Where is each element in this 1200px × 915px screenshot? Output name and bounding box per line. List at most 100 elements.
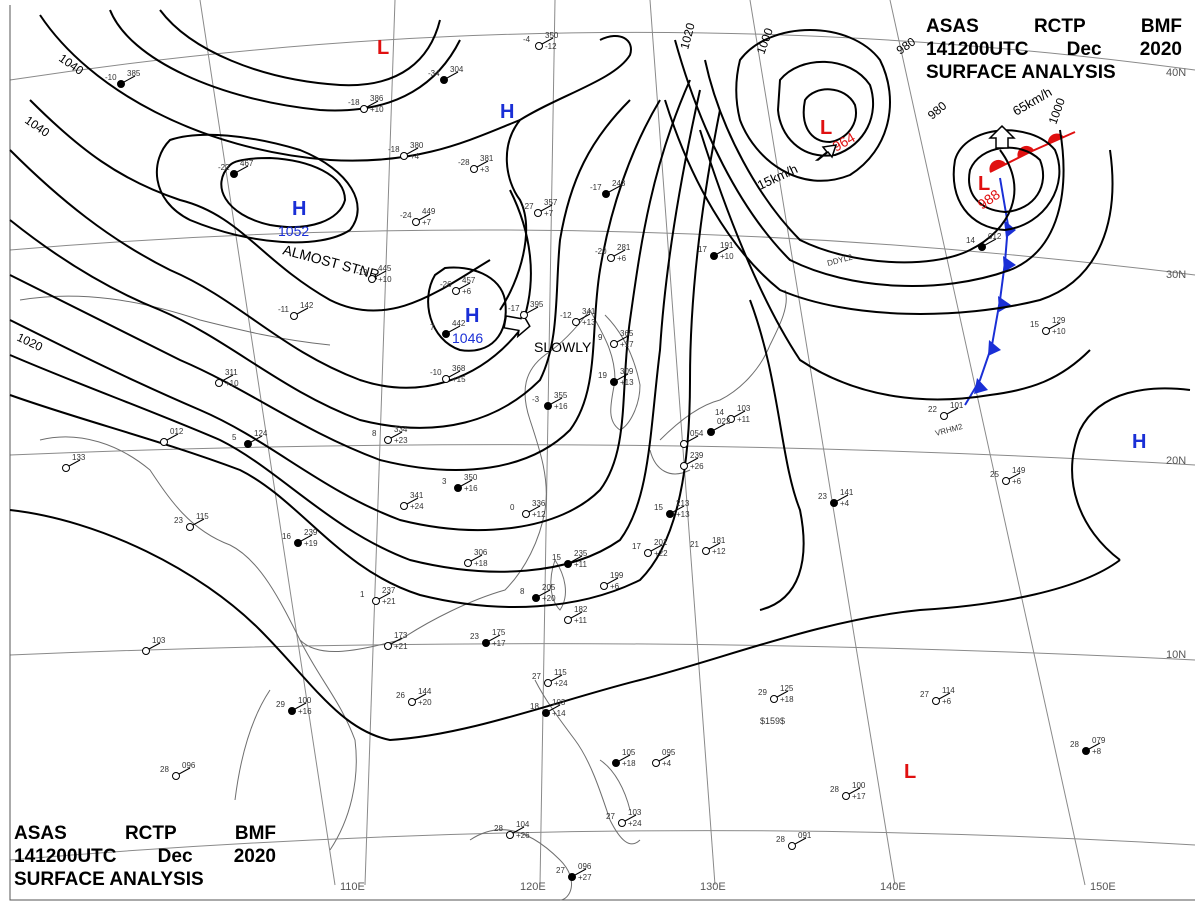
station-pressure: 365	[620, 329, 634, 338]
wind-barb	[848, 787, 861, 795]
station-pressure: 467	[240, 159, 254, 168]
station-plot: -18 386 +10	[348, 94, 384, 114]
parallel-line	[9, 444, 1196, 466]
isobar	[9, 149, 532, 389]
isobar	[802, 88, 857, 144]
isobar	[9, 99, 631, 429]
wind-barb	[476, 160, 489, 168]
station-pressure: 341	[582, 307, 596, 316]
isobar	[749, 299, 805, 611]
station-cloud-icon	[117, 80, 125, 88]
station-temperature: -10	[430, 368, 442, 377]
station-cloud-icon	[372, 597, 380, 605]
station-pressure: 381	[480, 154, 494, 163]
wind-barb	[192, 518, 205, 526]
station-plot: 19 309 +13	[598, 367, 634, 387]
station-cloud-icon	[522, 510, 530, 518]
station-plot: 27 114 +6	[920, 686, 955, 706]
station-pressure-tendency: +18	[780, 695, 794, 704]
lon-label: 150E	[1090, 881, 1116, 893]
station-temperature: 1	[360, 590, 365, 599]
station-temperature: -27	[522, 202, 534, 211]
wind-barb	[414, 693, 427, 701]
station-temperature: -11	[278, 305, 290, 314]
wind-barb	[68, 459, 81, 467]
station-temperature: 28	[776, 835, 785, 844]
wind-barb	[938, 692, 951, 700]
station-plot: 1 237 +21	[360, 586, 396, 606]
station-temperature: -4	[523, 35, 531, 44]
station-pressure: 012	[988, 232, 1002, 241]
station-pressure: 124	[254, 429, 268, 438]
wind-barb	[836, 494, 849, 502]
wind-barb	[406, 497, 419, 505]
station-plot: -26 457 +6	[440, 276, 476, 296]
graticule	[9, 0, 1196, 901]
station-temperature: -26	[440, 280, 452, 289]
station-pressure: 105	[622, 748, 636, 757]
header-row: ASAS RCTP BMF	[14, 822, 276, 845]
motion-arrow	[814, 144, 838, 161]
station-pressure: 100	[298, 696, 312, 705]
station-temperature: -34	[428, 69, 440, 78]
wind-barb	[624, 814, 637, 822]
station-plot: 17 201 +22	[632, 538, 668, 558]
station-cloud-icon	[770, 695, 778, 703]
station-pressure-tendency: +15	[452, 375, 466, 384]
wind-barb	[526, 306, 539, 314]
station-pressure-tendency: -12	[545, 42, 557, 51]
station-pressure-tendency: +26	[516, 831, 530, 840]
station-cloud-icon	[842, 792, 850, 800]
wind-barb	[713, 423, 726, 431]
lat-label: 10N	[1166, 649, 1186, 661]
station-pressure-tendency: +21	[394, 642, 408, 651]
station-pressure-tendency: +21	[382, 597, 396, 606]
station-cloud-icon	[442, 375, 450, 383]
lon-label: 110E	[340, 881, 365, 893]
station-cloud-icon	[142, 647, 150, 655]
station-pressure: 091	[798, 831, 812, 840]
station-plot: 14 012	[966, 232, 1002, 251]
station-cloud-icon	[602, 190, 610, 198]
station-plot: 28 079 +8	[1070, 736, 1106, 756]
station-pressure: 386	[370, 94, 384, 103]
station-cloud-icon	[618, 819, 626, 827]
station-plot: 5 124	[232, 429, 268, 448]
wind-barb	[540, 204, 553, 212]
parallel-line	[9, 31, 1196, 81]
coastline-china	[39, 309, 591, 652]
wind-barb	[221, 374, 234, 382]
station-cloud-icon	[702, 547, 710, 555]
station-pressure: 311	[225, 368, 238, 377]
wind-barb	[1008, 472, 1021, 480]
station-temperature: -28	[458, 158, 470, 167]
wind-barb	[541, 37, 554, 45]
station-temperature: -22	[218, 163, 230, 172]
wind-barb	[488, 634, 501, 642]
station-pressure: 114	[942, 686, 955, 695]
station-cloud-icon	[440, 76, 448, 84]
station-pressure: 304	[450, 65, 464, 74]
station-temperature: 19	[598, 371, 607, 380]
isobar	[735, 29, 891, 182]
station-pressure-tendency: +7	[422, 218, 432, 227]
misc-labels: $159$	[760, 716, 785, 726]
station-pressure: 096	[182, 761, 196, 770]
isobar	[109, 9, 461, 112]
station-cloud-icon	[544, 402, 552, 410]
wind-barb	[470, 554, 483, 562]
high-pressure-symbol: H	[292, 198, 306, 220]
station-pressure: 281	[617, 243, 631, 252]
wind-barb	[378, 592, 391, 600]
station-pressure: 442	[452, 319, 466, 328]
wind-barb	[390, 637, 403, 645]
station-pressure-tendency: +16	[554, 402, 568, 411]
station-cloud-icon	[400, 152, 408, 160]
station-cloud-icon	[978, 243, 986, 251]
station-pressure: 309	[620, 367, 634, 376]
header-row: SURFACE ANALYSIS	[926, 61, 1182, 84]
station-pressure: 054	[690, 429, 704, 438]
wind-barb	[548, 704, 561, 712]
station-temperature: -18	[348, 98, 360, 107]
